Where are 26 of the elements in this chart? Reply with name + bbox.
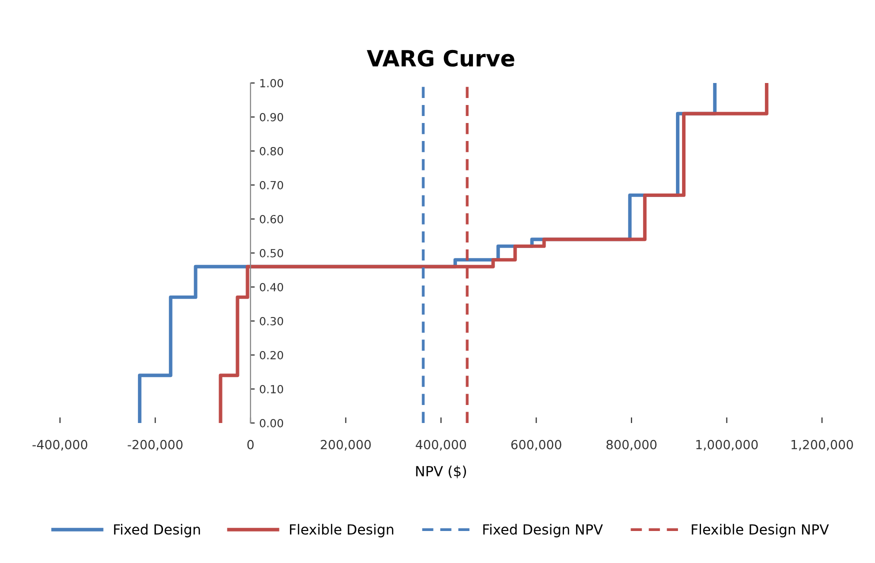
- y-tick-label: 1.00: [260, 78, 284, 88]
- x-tick-label: -200,000: [128, 440, 183, 451]
- x-tick-label: -400,000: [32, 440, 88, 451]
- legend-label: Flexible Design NPV: [692, 524, 829, 538]
- x-tick-label: 400,000: [416, 440, 466, 451]
- y-tick-label: 0.40: [260, 282, 284, 292]
- y-tick-label: 0.50: [260, 248, 284, 258]
- y-tick-label: 0.00: [260, 418, 284, 428]
- y-tick-label: 0.30: [260, 316, 284, 326]
- x-tick-label: 600,000: [511, 440, 562, 451]
- y-tick-label: 0.60: [260, 214, 284, 224]
- y-tick-label: 0.20: [260, 350, 284, 360]
- y-tick-label: 0.80: [260, 146, 284, 156]
- x-tick-label: 1,000,000: [696, 440, 758, 451]
- legend-label: Fixed Design: [114, 524, 200, 538]
- legend-label: Fixed Design NPV: [483, 524, 603, 538]
- y-tick-label: 0.10: [260, 384, 284, 394]
- x-tick-label: 200,000: [320, 440, 371, 451]
- x-tick-label: 800,000: [606, 440, 657, 451]
- x-tick-label: 0: [247, 440, 254, 450]
- x-axis-title: NPV ($): [416, 466, 466, 478]
- x-tick-label: 1,200,000: [792, 440, 853, 451]
- chart-title: VARG Curve: [366, 50, 514, 67]
- y-tick-label: 0.70: [260, 180, 284, 190]
- y-tick-label: 0.90: [260, 112, 284, 122]
- legend-label: Flexible Design: [290, 524, 394, 538]
